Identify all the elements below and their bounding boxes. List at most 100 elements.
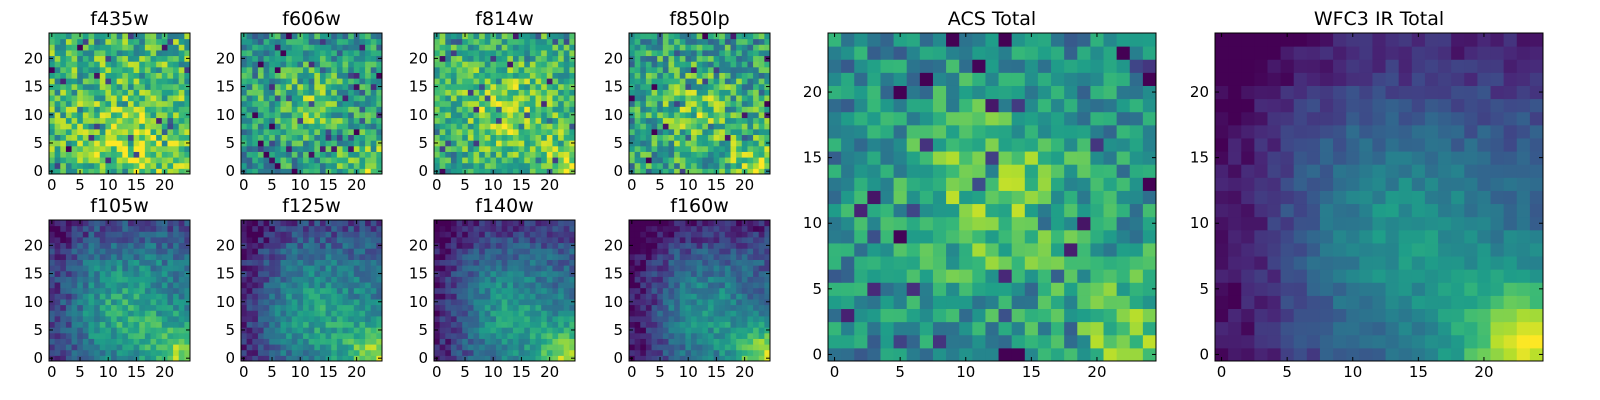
- heatmap-cell: [434, 72, 441, 79]
- heatmap-cell: [65, 310, 73, 317]
- heatmap-cell: [541, 287, 548, 294]
- heatmap-cell: [308, 100, 315, 107]
- heatmap-cell: [111, 157, 118, 164]
- heatmap-cell: [77, 134, 84, 141]
- heatmap-cell: [484, 355, 491, 362]
- heatmap-cell: [99, 310, 106, 317]
- heatmap-cell: [297, 304, 304, 311]
- heatmap-cell: [82, 315, 89, 323]
- heatmap-cell: [719, 38, 726, 45]
- heatmap-cell: [490, 321, 497, 328]
- heatmap-cell: [736, 276, 743, 283]
- heatmap-cell: [77, 162, 84, 169]
- heatmap-cell: [713, 276, 720, 283]
- heatmap-cell: [286, 276, 293, 283]
- heatmap-cell: [456, 61, 463, 68]
- heatmap-cell: [685, 117, 692, 124]
- heatmap-cell: [563, 162, 570, 169]
- heatmap-cell: [691, 282, 698, 289]
- heatmap-cell: [49, 248, 56, 255]
- heatmap-cell: [645, 157, 653, 164]
- heatmap-cell: [257, 83, 265, 90]
- heatmap-cell: [691, 276, 698, 283]
- heatmap-cell: [640, 49, 647, 57]
- heatmap-cell: [269, 49, 276, 57]
- heatmap-cell: [353, 344, 360, 351]
- heatmap-cell: [713, 157, 720, 164]
- heatmap-cell: [60, 225, 67, 232]
- heatmap-cell: [541, 231, 548, 238]
- heatmap-cell: [707, 78, 715, 85]
- heatmap-cell: [105, 315, 112, 323]
- heatmap-cell: [541, 117, 548, 124]
- heatmap-cells: [241, 33, 383, 175]
- heatmap-cell: [252, 168, 259, 175]
- heatmap-cell: [719, 78, 726, 85]
- heatmap-cell: [65, 259, 73, 266]
- heatmap-cell: [65, 157, 73, 164]
- heatmap-cell: [71, 315, 78, 323]
- heatmap-cell: [331, 242, 338, 249]
- heatmap-cell: [156, 282, 163, 289]
- heatmap-cell: [434, 310, 441, 317]
- heatmap-cell: [184, 344, 191, 351]
- heatmap-cell: [462, 66, 469, 73]
- heatmap-cell: [133, 106, 140, 113]
- heatmap-cell: [308, 220, 315, 227]
- heatmap-cell: [82, 123, 89, 130]
- heatmap-cell: [541, 123, 548, 130]
- heatmap-cell: [241, 321, 248, 328]
- heatmap-cell: [274, 242, 281, 249]
- heatmap-cell: [569, 276, 576, 283]
- heatmap-cell: [558, 220, 565, 227]
- heatmap-cell: [439, 225, 446, 232]
- heatmap-cell: [111, 72, 118, 79]
- heatmap-cell: [274, 168, 281, 175]
- heatmap-cell: [111, 38, 118, 45]
- heatmap-cell: [105, 44, 112, 51]
- heatmap-cell: [127, 332, 135, 339]
- heatmap-cell: [473, 145, 480, 152]
- heatmap-cell: [629, 315, 636, 323]
- heatmap-cell: [685, 276, 692, 283]
- heatmap-cell: [634, 78, 641, 85]
- heatmap-cell: [161, 89, 168, 96]
- heatmap-cell: [546, 117, 553, 124]
- heatmap-cell: [353, 231, 360, 238]
- heatmap-cell: [462, 231, 469, 238]
- heatmap-cell: [640, 168, 647, 175]
- heatmap-cell: [439, 253, 446, 260]
- heatmap-cell: [359, 248, 366, 255]
- heatmap-cell: [546, 83, 553, 90]
- heatmap-cell: [479, 259, 486, 266]
- heatmap-cell: [88, 236, 95, 244]
- heatmap-cell: [674, 145, 681, 152]
- heatmap-cell: [94, 282, 101, 289]
- heatmap-cell: [479, 66, 486, 73]
- heatmap-cell: [291, 111, 298, 119]
- heatmap-cell: [303, 106, 310, 113]
- heatmap-cell: [314, 145, 321, 152]
- heatmap-cell: [546, 282, 553, 289]
- heatmap-cell: [353, 270, 360, 277]
- heatmap-cell: [167, 140, 174, 147]
- heatmap-cell: [122, 134, 129, 141]
- heatmap-cell: [696, 338, 703, 345]
- heatmap-cell: [71, 162, 78, 169]
- heatmap-cell: [161, 253, 168, 260]
- heatmap-cell: [552, 259, 559, 266]
- heatmap-cell: [674, 293, 681, 300]
- heatmap-cell: [713, 89, 720, 96]
- heatmap-cell: [467, 72, 474, 79]
- heatmap-cell: [668, 310, 675, 317]
- heatmap-cell: [325, 282, 332, 289]
- heatmap-cell: [507, 151, 514, 158]
- heatmap-cell: [127, 315, 135, 323]
- heatmap-cell: [747, 123, 754, 130]
- heatmap-cell: [308, 33, 315, 40]
- heatmap-cell: [685, 66, 692, 73]
- heatmap-cell: [741, 276, 748, 283]
- heatmap-cell: [257, 157, 265, 164]
- heatmap-cell: [662, 72, 669, 79]
- heatmap-cell: [133, 253, 140, 260]
